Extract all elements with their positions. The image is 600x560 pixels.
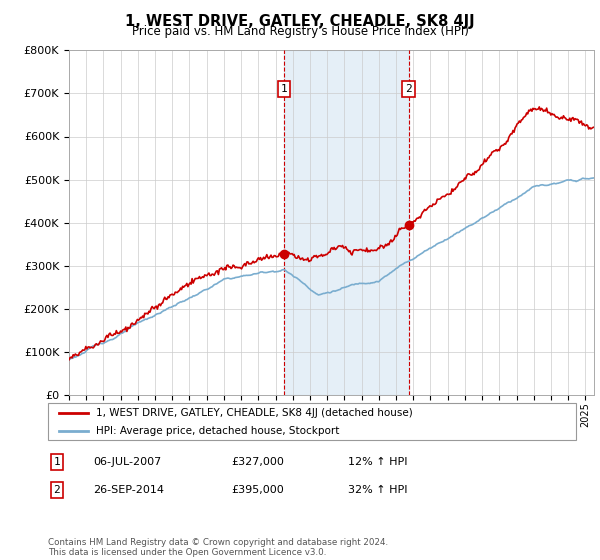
Text: £395,000: £395,000 (231, 485, 284, 495)
Bar (284, 50, 409, 395)
Text: Contains HM Land Registry data © Crown copyright and database right 2024.
This d: Contains HM Land Registry data © Crown c… (48, 538, 388, 557)
Text: 1: 1 (281, 84, 287, 94)
Text: 1, WEST DRIVE, GATLEY, CHEADLE, SK8 4JJ: 1, WEST DRIVE, GATLEY, CHEADLE, SK8 4JJ (125, 14, 475, 29)
Text: 2: 2 (53, 485, 61, 495)
Text: 06-JUL-2007: 06-JUL-2007 (93, 457, 161, 467)
Text: 1: 1 (53, 457, 61, 467)
Text: 32% ↑ HPI: 32% ↑ HPI (348, 485, 407, 495)
Text: £327,000: £327,000 (231, 457, 284, 467)
Text: 1, WEST DRIVE, GATLEY, CHEADLE, SK8 4JJ (detached house): 1, WEST DRIVE, GATLEY, CHEADLE, SK8 4JJ … (95, 408, 412, 418)
Text: HPI: Average price, detached house, Stockport: HPI: Average price, detached house, Stoc… (95, 426, 339, 436)
Text: 26-SEP-2014: 26-SEP-2014 (93, 485, 164, 495)
Text: 12% ↑ HPI: 12% ↑ HPI (348, 457, 407, 467)
Text: Price paid vs. HM Land Registry's House Price Index (HPI): Price paid vs. HM Land Registry's House … (131, 25, 469, 38)
Text: 2: 2 (405, 84, 412, 94)
